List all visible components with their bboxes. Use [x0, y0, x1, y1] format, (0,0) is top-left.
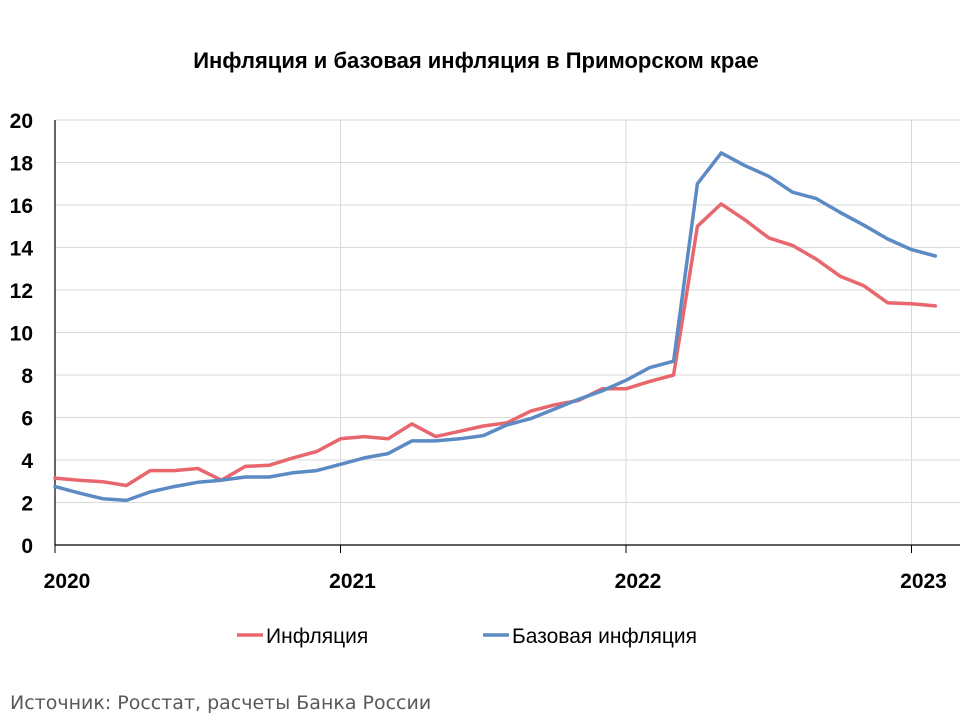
- y-tick-label: 10: [10, 323, 33, 346]
- series-lines: [53, 151, 938, 503]
- y-tick-label: 8: [21, 365, 33, 388]
- y-tick-label: 14: [10, 238, 34, 261]
- y-tick-label: 16: [10, 195, 33, 218]
- y-tick-label: 4: [21, 450, 33, 473]
- chart-title: Инфляция и базовая инфляция в Приморском…: [193, 48, 759, 73]
- legend-label: Базовая инфляция: [512, 625, 697, 648]
- x-axis-ticks: 2020 2021 2022 2023: [44, 570, 947, 593]
- y-tick-label: 6: [21, 408, 33, 431]
- x-tick-label: 2021: [329, 570, 376, 593]
- y-axis-ticks: 0 2 4 6 8 10 12 14 16 18 20: [10, 110, 34, 558]
- y-tick-label: 0: [21, 535, 33, 558]
- legend: Инфляция Базовая инфляция: [237, 625, 697, 648]
- axes: [54, 120, 960, 553]
- series-line-0: [53, 202, 938, 488]
- x-tick-label: 2023: [900, 570, 947, 593]
- gridlines: [55, 119, 960, 545]
- x-tick-label: 2020: [44, 570, 91, 593]
- legend-label: Инфляция: [266, 625, 368, 648]
- y-tick-label: 12: [10, 280, 33, 303]
- source-note: Источник: Росстат, расчеты Банка России: [10, 692, 432, 714]
- y-tick-label: 20: [10, 110, 33, 133]
- series-line-1: [53, 151, 938, 503]
- y-tick-label: 2: [21, 493, 33, 516]
- x-tick-label: 2022: [615, 570, 662, 593]
- y-tick-label: 18: [10, 153, 34, 176]
